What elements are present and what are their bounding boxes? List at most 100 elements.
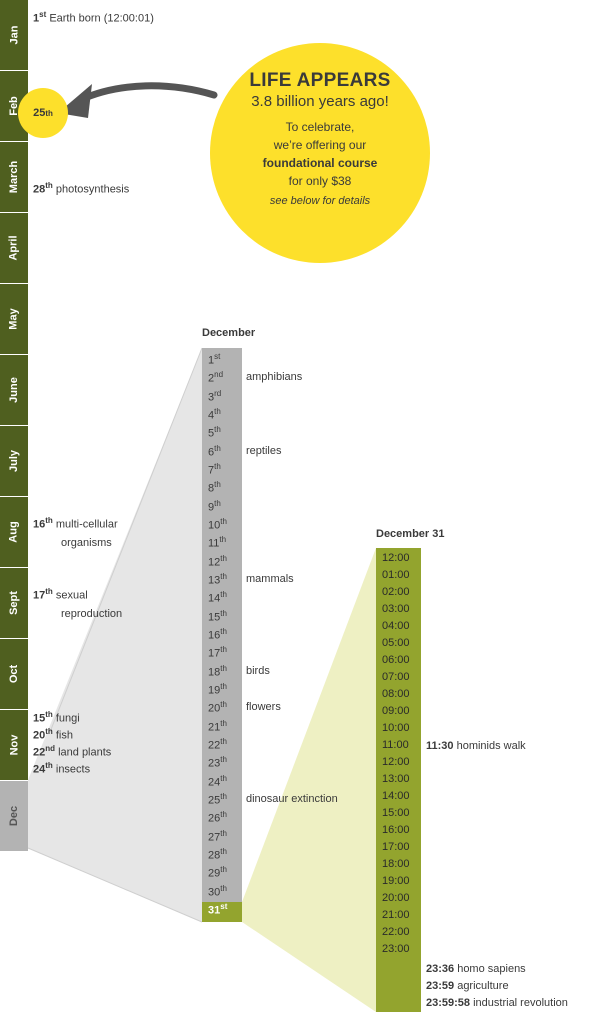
- dec31-event-0: 11:30 hominids walk: [426, 739, 526, 753]
- december-day-12: 12th: [208, 552, 227, 570]
- december-day-30: 30th: [208, 882, 227, 900]
- event-time: 23:59: [426, 980, 455, 992]
- day-suffix: nd: [214, 370, 224, 380]
- december-day-14: 14th: [208, 588, 227, 606]
- day-suffix: th: [220, 773, 227, 783]
- dec31-column: [376, 548, 421, 1012]
- december-day-2: 2nd: [208, 368, 223, 386]
- day-suffix: th: [220, 828, 227, 838]
- day-number: 3: [208, 391, 215, 404]
- event-day: 22: [33, 746, 46, 759]
- day-suffix: th: [220, 590, 227, 600]
- hour-6: 06:00: [382, 654, 410, 666]
- day-suffix: th: [220, 516, 227, 526]
- december-column: [202, 348, 242, 922]
- day-number: 21: [208, 721, 221, 734]
- day-suffix: th: [220, 846, 227, 856]
- curved-arrow-icon: [76, 82, 218, 104]
- day-number: 22: [208, 739, 221, 752]
- day-suffix: th: [220, 810, 227, 820]
- december-day-13: 13th: [208, 570, 227, 588]
- day-suffix: rd: [214, 388, 222, 398]
- event-day: 15: [33, 712, 46, 725]
- life-appears-bubble: LIFE APPEARS 3.8 billion years ago! To c…: [210, 43, 430, 263]
- hour-7: 07:00: [382, 671, 410, 683]
- dec31-event-1: 23:36 homo sapiens: [426, 962, 526, 976]
- event-nov-3: 24th insects: [33, 757, 90, 779]
- event-earth-born: 1st Earth born (12:00:01): [33, 10, 154, 25]
- day-number: 30: [208, 886, 221, 899]
- hour-17: 17:00: [382, 841, 410, 853]
- bubble-offer: To celebrate, we’re offering our foundat…: [262, 120, 378, 188]
- day-suffix: th: [220, 865, 227, 875]
- december-day-21: 21th: [208, 717, 227, 735]
- day-suffix: th: [214, 443, 221, 453]
- event-nov-0: 15th fungi: [33, 706, 80, 728]
- day-suffix: st: [220, 901, 228, 911]
- december-event-reptiles: reptiles: [246, 444, 282, 457]
- day-number: 29: [208, 867, 221, 880]
- hour-23: 23:00: [382, 943, 410, 955]
- month-label: Jan: [8, 25, 20, 45]
- month-label: April: [8, 235, 20, 261]
- bubble-title: LIFE APPEARS: [249, 70, 391, 91]
- hour-2: 02:00: [382, 586, 410, 598]
- event-time: 11:30: [426, 740, 454, 752]
- day-number: 12: [208, 556, 221, 569]
- day-number: 11: [208, 537, 220, 550]
- day-number: 6: [208, 446, 215, 459]
- day-suffix: th: [214, 425, 221, 435]
- month-march: March: [0, 142, 28, 213]
- day-suffix: th: [220, 736, 227, 746]
- december-day-25: 25th: [208, 790, 227, 808]
- month-oct: Oct: [0, 639, 28, 710]
- december-day-24: 24th: [208, 772, 227, 790]
- event-nov-2: 22nd land plants: [33, 740, 111, 762]
- month-june: June: [0, 355, 28, 426]
- december-day-26: 26th: [208, 808, 227, 826]
- event-text: hominids walk: [453, 740, 526, 752]
- day-suffix: st: [214, 352, 221, 361]
- month-april: April: [0, 213, 28, 284]
- day-suffix: th: [220, 663, 227, 673]
- december-zoom-line-top: [49, 347, 203, 733]
- day-suffix: th: [220, 791, 227, 801]
- day-number: 25: [208, 794, 221, 807]
- hour-1: 01:00: [382, 569, 410, 581]
- day-number: 17: [208, 647, 221, 660]
- day-number: 8: [208, 482, 215, 495]
- december-day-27: 27th: [208, 827, 227, 845]
- day-suffix: th: [220, 755, 227, 765]
- hour-19: 19:00: [382, 875, 410, 887]
- december-day-5: 5th: [208, 423, 221, 441]
- december-zoom-wedge: [28, 348, 202, 922]
- event-day-suffix: th: [45, 727, 53, 736]
- december-day-31: 31st: [208, 900, 227, 918]
- hour-12: 12:00: [382, 756, 410, 768]
- month-label: May: [8, 308, 20, 330]
- day-number: 16: [208, 629, 221, 642]
- december-31-cell: [202, 902, 242, 922]
- day-number: 26: [208, 812, 221, 825]
- event-nov-1: 20th fish: [33, 723, 73, 745]
- hour-11: 11:00: [382, 739, 409, 751]
- day-number: 1: [208, 354, 215, 367]
- day-suffix: th: [220, 700, 227, 710]
- day-number: 23: [208, 757, 221, 770]
- december-event-amphibians: amphibians: [246, 371, 303, 384]
- hour-0: 12:00: [382, 552, 410, 564]
- december-day-6: 6th: [208, 442, 221, 460]
- month-july: July: [0, 426, 28, 497]
- hour-5: 05:00: [382, 637, 410, 649]
- december-day-17: 17th: [208, 643, 227, 661]
- month-label: Dec: [8, 805, 20, 827]
- december-day-20: 20th: [208, 698, 227, 716]
- day-suffix: th: [214, 480, 221, 490]
- month-may: May: [0, 284, 28, 355]
- december-day-7: 7th: [208, 460, 221, 478]
- hour-15: 15:00: [382, 807, 410, 819]
- december-day-9: 9th: [208, 497, 221, 515]
- event-text: fungi: [52, 712, 80, 725]
- month-label: June: [8, 377, 20, 403]
